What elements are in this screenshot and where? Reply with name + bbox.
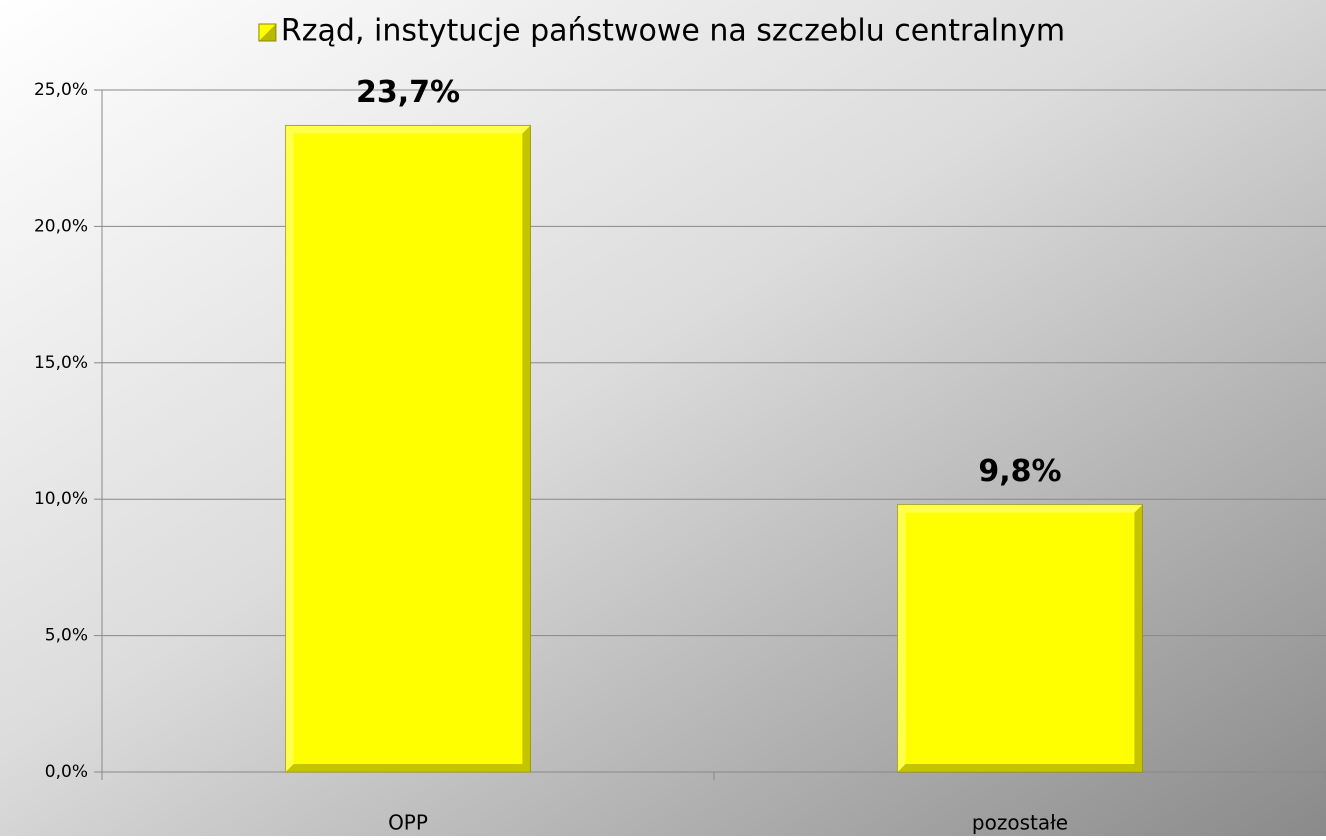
data-label: 23,7% — [356, 75, 460, 110]
data-label: 9,8% — [978, 454, 1061, 489]
y-tick-label: 0,0% — [45, 762, 88, 782]
bar — [285, 124, 531, 773]
y-tick-label: 10,0% — [34, 489, 88, 509]
y-tick-label: 5,0% — [45, 626, 88, 646]
legend-label: Rząd, instytucje państwowe na szczeblu c… — [281, 14, 1065, 49]
bar — [897, 504, 1143, 773]
x-tick-label: pozostałe — [972, 811, 1068, 835]
y-tick-label: 20,0% — [34, 216, 88, 236]
y-tick-label: 25,0% — [34, 80, 88, 100]
x-tick-label: OPP — [388, 811, 428, 835]
legend-marker-bevel — [258, 24, 276, 41]
y-tick-label: 15,0% — [34, 353, 88, 373]
